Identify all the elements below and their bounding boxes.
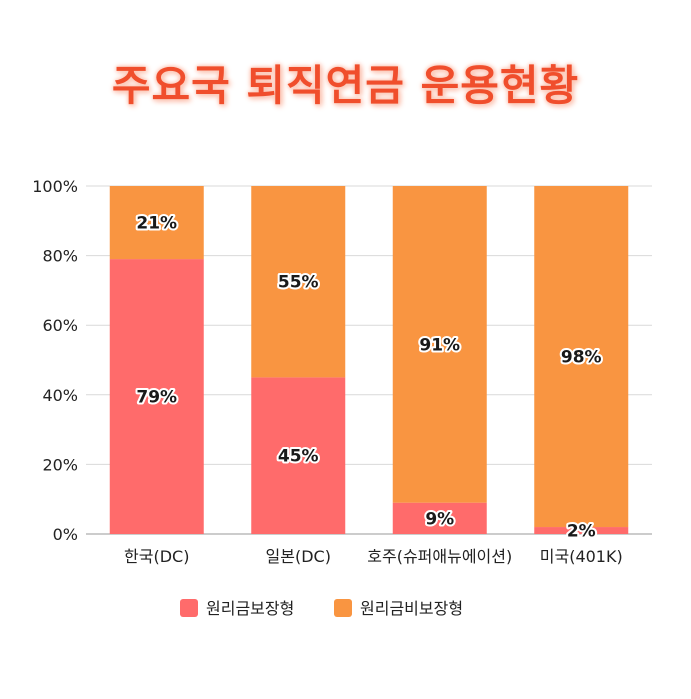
bar-segment xyxy=(392,502,487,534)
data-label: 45% xyxy=(278,447,319,467)
bar-segment xyxy=(251,377,346,534)
data-label: 91% xyxy=(419,335,460,355)
bar-segment xyxy=(109,259,204,534)
y-tick-label: 80% xyxy=(42,247,78,266)
y-tick-label: 20% xyxy=(42,455,78,474)
bar-segment xyxy=(109,186,204,260)
bar-segment xyxy=(534,527,629,534)
y-tick-label: 0% xyxy=(53,525,78,544)
data-label: 55% xyxy=(278,273,319,293)
data-label: 9% xyxy=(425,509,454,529)
y-tick-label: 60% xyxy=(42,316,78,335)
data-label: 21% xyxy=(136,214,177,234)
legend-swatch xyxy=(334,599,352,617)
bar-segment xyxy=(392,186,487,503)
x-category-label: 일본(DC) xyxy=(266,547,331,566)
bar-segment xyxy=(251,186,346,378)
chart-title: 주요국 퇴직연금 운용현황 xyxy=(111,61,580,110)
bar-segment xyxy=(534,186,629,528)
bars xyxy=(109,186,629,534)
data-labels: 79% 21% 45% 55% 9% 91% 2% 98% xyxy=(134,212,603,544)
data-label: 98% xyxy=(561,348,602,368)
x-category-label: 호주(슈퍼애뉴에이션) xyxy=(367,547,512,566)
data-label: 79% xyxy=(136,388,177,408)
x-category-label: 미국(401K) xyxy=(540,547,623,566)
y-axis-ticks: 0% 20% 40% 60% 80% 100% xyxy=(32,177,78,544)
x-category-label: 한국(DC) xyxy=(124,547,189,566)
legend-label: 원리금비보장형 xyxy=(360,599,463,618)
legend-label: 원리금보장형 xyxy=(206,599,294,618)
legend-swatch xyxy=(180,599,198,617)
y-tick-label: 40% xyxy=(42,386,78,405)
y-tick-label: 100% xyxy=(32,177,78,196)
x-axis-categories: 한국(DC) 일본(DC) 호주(슈퍼애뉴에이션) 미국(401K) xyxy=(124,547,623,566)
data-label: 2% xyxy=(567,522,596,542)
legend: 원리금보장형 원리금비보장형 xyxy=(180,599,463,618)
